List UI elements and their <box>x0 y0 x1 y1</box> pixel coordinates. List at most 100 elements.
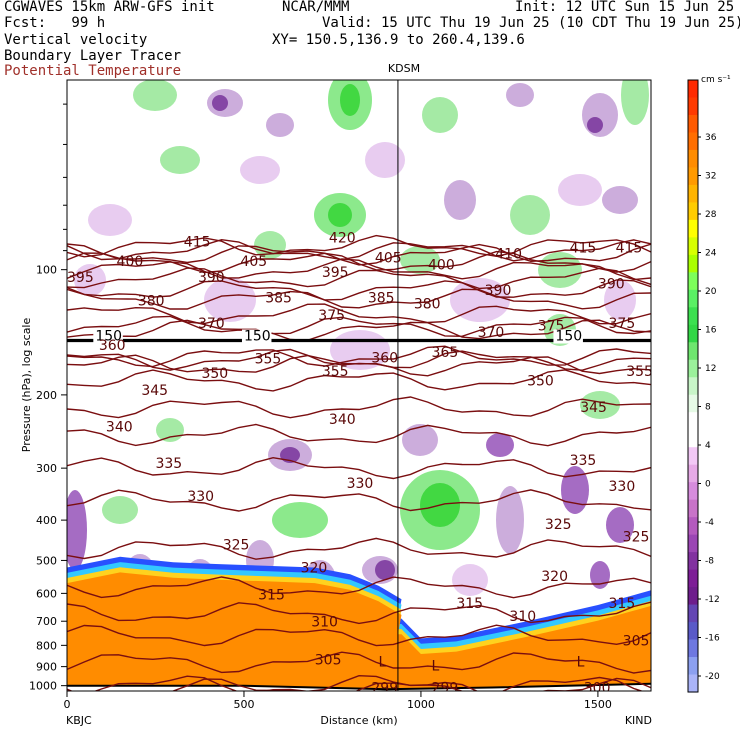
theta-contour <box>67 489 651 512</box>
colorbar-swatch <box>688 674 698 693</box>
colorbar-swatch <box>688 202 698 221</box>
cross-section-endpoints: XY= 150.5,136.9 to 260.4,139.6 <box>272 32 525 48</box>
theta-contour-label: 370 <box>198 316 225 332</box>
theta-contour-label: 150 <box>244 328 271 344</box>
theta-contour-label: 380 <box>414 297 441 313</box>
y-tick-label: 800 <box>36 639 57 652</box>
y-tick-label: 500 <box>36 554 57 567</box>
colorbar-label: -16 <box>705 634 720 644</box>
theta-contour <box>93 674 644 691</box>
theta-contour <box>67 345 651 368</box>
theta-contour-label: 400 <box>428 258 455 274</box>
colorbar-swatch <box>688 639 698 658</box>
theta-contour-label: 420 <box>329 230 356 246</box>
plot-frame <box>66 79 652 692</box>
theta-contour-label: 150 <box>555 328 582 344</box>
vertical-velocity-blob <box>422 97 458 133</box>
station-top-label: KDSM <box>388 62 420 75</box>
terrain-mask <box>67 683 651 691</box>
colorbar-swatch <box>688 132 698 151</box>
colorbar-swatch <box>688 534 698 553</box>
theta-contour-label: 385 <box>265 291 292 307</box>
theta-contour-label: 325 <box>223 537 250 553</box>
colorbar-swatch <box>688 114 698 134</box>
theta-contour-label: 330 <box>609 479 636 495</box>
colorbar-swatch <box>688 307 698 326</box>
contour-label-bg <box>93 329 123 344</box>
theta-contour <box>67 288 651 310</box>
theta-contour <box>67 537 651 560</box>
theta-contour-label: 395 <box>67 270 94 286</box>
theta-contour-label: 370 <box>478 325 505 341</box>
colorbar-label: 20 <box>705 287 717 297</box>
vertical-velocity-blob <box>506 83 534 107</box>
theta-contour-label: 415 <box>570 241 597 257</box>
theta-contour <box>67 234 651 258</box>
theta-contour-label: 330 <box>347 476 374 492</box>
colorbar-frame <box>687 79 699 693</box>
theta-contour-label: 330 <box>187 489 214 505</box>
vertical-velocity-blob <box>88 204 132 236</box>
theta-contour-label: L <box>432 659 440 675</box>
contour-label-bg <box>241 329 272 344</box>
x-end-left-label: KBJC <box>66 714 92 727</box>
y-tick-label: 1000 <box>29 680 57 693</box>
contour-label-bg <box>553 329 583 344</box>
vertical-velocity-blob <box>266 113 294 137</box>
theta-contour-label: 305 <box>315 653 342 669</box>
theta-contour-label: 390 <box>598 277 625 293</box>
theta-contour-label: 345 <box>141 383 168 399</box>
theta-contour <box>67 601 651 625</box>
vertical-velocity-blob <box>558 174 602 206</box>
colorbar-swatch <box>688 167 698 186</box>
theta-contour-label: 310 <box>509 609 536 625</box>
x-tick-label: 1000 <box>407 698 435 711</box>
theta-contour-label: 299 <box>371 681 398 697</box>
theta-contour-label: 320 <box>541 569 568 585</box>
theta-contour-label: 400 <box>117 254 144 270</box>
field-boundary-layer-tracer: Boundary Layer Tracer <box>4 48 182 64</box>
theta-contour-label: 385 <box>368 291 395 307</box>
vertical-velocity-blob <box>621 80 649 125</box>
forecast-hour: Fcst: 99 h <box>4 15 106 31</box>
colorbar-label: -12 <box>705 595 720 605</box>
colorbar-label: -20 <box>705 672 720 682</box>
terrain-line <box>67 682 651 691</box>
y-tick-label: 200 <box>36 389 57 402</box>
theta-contour <box>67 258 651 281</box>
colorbar-swatch <box>688 587 698 606</box>
colorbar-swatch <box>688 604 698 623</box>
colorbar-swatch <box>688 149 698 169</box>
x-tick-label: 0 <box>64 698 71 711</box>
vertical-velocity-blob <box>67 490 87 570</box>
theta-contour-label: 375 <box>318 308 345 324</box>
x-axis-title: Distance (km) <box>320 714 397 727</box>
vertical-velocity-blob <box>602 186 638 214</box>
colorbar-label: -4 <box>705 518 714 528</box>
colorbar-swatch <box>688 429 698 448</box>
colorbar-swatch <box>688 324 698 343</box>
colorbar-swatch <box>688 219 698 238</box>
vertical-velocity-blob <box>604 280 636 320</box>
colorbar-swatch <box>688 499 698 518</box>
colorbar-label: 4 <box>705 441 711 451</box>
colorbar-label: -8 <box>705 557 714 567</box>
theta-contour <box>67 576 651 599</box>
vertical-velocity-blob <box>452 564 488 596</box>
x-end-right-label: KIND <box>625 714 652 727</box>
theta-contour <box>67 456 651 480</box>
theta-contour-label: 405 <box>240 254 267 270</box>
theta-contour-label: 350 <box>201 366 228 382</box>
theta-contour-label: 300 <box>584 681 611 697</box>
y-axis-title: Pressure (hPa), log scale <box>20 318 33 453</box>
colorbar-swatch <box>688 412 698 431</box>
theta-contour-label: L <box>577 655 585 671</box>
theta-contour <box>67 315 651 338</box>
colorbar-swatch <box>688 97 698 116</box>
colorbar-swatch <box>688 184 698 203</box>
colorbar-swatch <box>688 569 698 588</box>
theta-contour-label: 299 <box>432 681 459 697</box>
theta-contour-label: 340 <box>106 420 133 436</box>
vertical-velocity-blob <box>328 203 352 227</box>
